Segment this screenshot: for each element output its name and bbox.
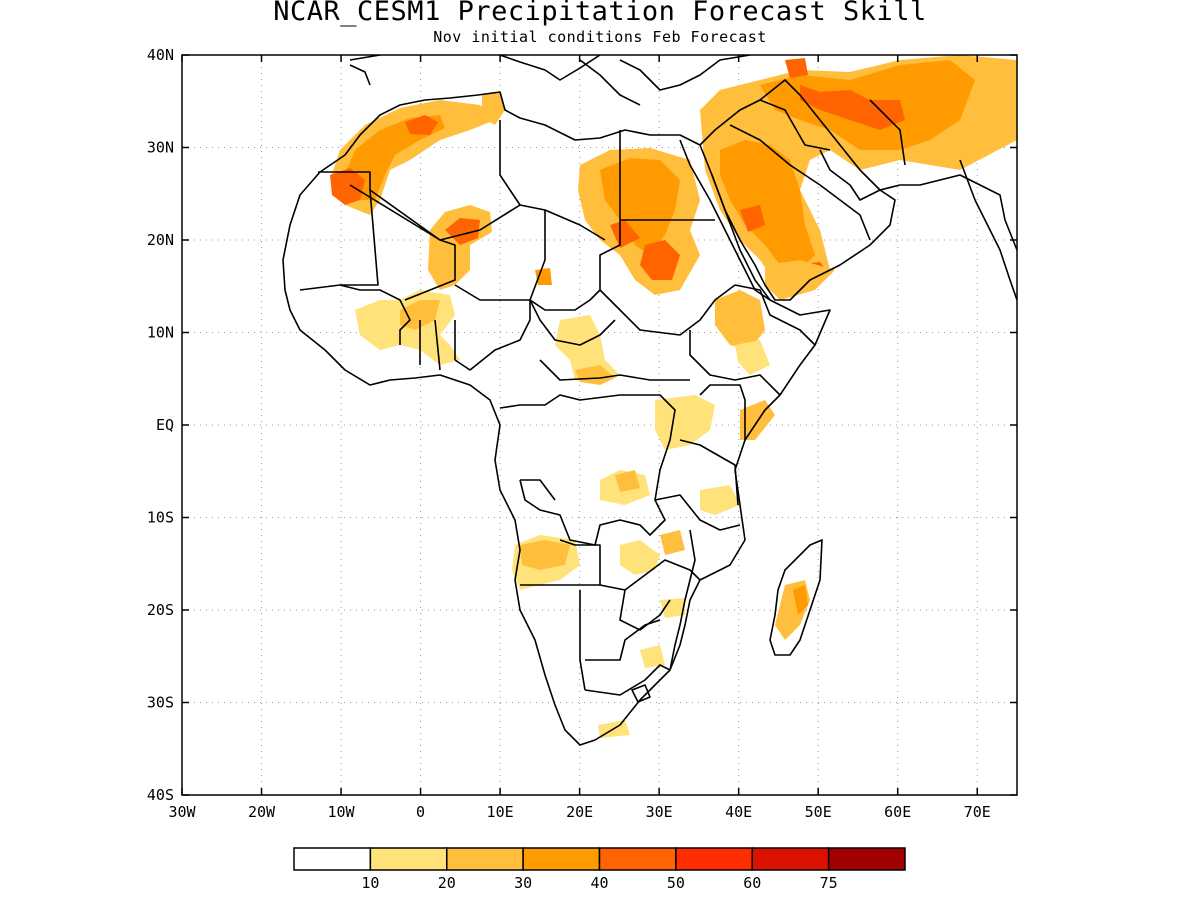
shade-ethiopia xyxy=(715,290,765,350)
iberia-italy-coasts xyxy=(349,59,641,106)
colorbar-swatch xyxy=(751,847,830,871)
westafrica-borders xyxy=(339,284,456,371)
lon-tick-label: 0 xyxy=(416,803,425,821)
lon-tick-label: 50E xyxy=(805,803,832,821)
gulf-coastline xyxy=(819,149,1017,251)
shade-sudan-red xyxy=(640,240,680,280)
lat-tick-label: 40N xyxy=(147,46,174,64)
lon-tick-label: 30E xyxy=(646,803,673,821)
lat-tick-label: 10S xyxy=(147,509,174,527)
drc-border xyxy=(499,394,676,546)
lon-tick-label: 60E xyxy=(884,803,911,821)
lon-tick-label: 70E xyxy=(964,803,991,821)
middle-east-borders xyxy=(729,99,906,241)
shade-southafrica xyxy=(640,645,665,668)
shade-saudi-red xyxy=(740,205,765,232)
lon-tick-label: 10W xyxy=(328,803,356,821)
lon-tick-label: 30W xyxy=(168,803,196,821)
colorbar-label: 30 xyxy=(514,874,532,892)
africa-coastline xyxy=(282,91,831,746)
tanzania-border xyxy=(654,439,741,531)
shade-morocco-red xyxy=(405,115,438,135)
somalia-kenya-border xyxy=(699,384,746,440)
botswana-border xyxy=(619,589,671,631)
shade-yemen-yellow xyxy=(765,260,835,300)
map-subtitle: Nov initial conditions Feb Forecast xyxy=(433,28,767,46)
ethiopia-border xyxy=(689,284,816,396)
longitude-axis: 30W 20W 10W 0 10E 20E 30E 40E 50E 60E 70E xyxy=(168,55,991,821)
angola-border xyxy=(520,479,601,586)
colorbar-swatch xyxy=(675,847,753,871)
lat-tick-label: EQ xyxy=(156,416,174,434)
namibia-border xyxy=(579,590,661,691)
shade-chad-red xyxy=(610,220,640,248)
shade-mali-yellow xyxy=(428,205,492,290)
lat-tick-label: 30S xyxy=(147,694,174,712)
lat-tick-label: 30N xyxy=(147,139,174,157)
madagascar-coastline xyxy=(769,539,823,656)
mozambique-border xyxy=(669,529,696,671)
colorbar-swatch xyxy=(369,847,448,871)
lesotho-outline xyxy=(631,684,651,703)
india-coastline xyxy=(959,159,1017,301)
colorbar-label: 60 xyxy=(743,874,761,892)
shade-malawi xyxy=(660,530,685,555)
skill-shading xyxy=(330,55,1017,738)
lat-tick-label: 20S xyxy=(147,601,174,619)
colorbar-swatch xyxy=(446,847,524,871)
lat-tick-label: 40S xyxy=(147,786,174,804)
lon-tick-label: 10E xyxy=(487,803,514,821)
colorbar-label: 20 xyxy=(438,874,456,892)
west-sahara-border xyxy=(318,171,456,301)
colorbar-swatch xyxy=(293,847,372,871)
lat-tick-label: 20N xyxy=(147,231,174,249)
colorbar-swatch xyxy=(598,847,677,871)
colorbar-label: 50 xyxy=(667,874,685,892)
shade-arabia-orange xyxy=(720,140,815,270)
shade-mali-red xyxy=(445,218,480,245)
shade-tunisia xyxy=(482,92,505,125)
mauritania-border xyxy=(299,189,379,291)
map-title: NCAR_CESM1 Precipitation Forecast Skill xyxy=(273,0,927,27)
shade-centralafrica xyxy=(555,315,620,385)
shade-mozambique xyxy=(660,598,685,618)
lon-tick-label: 20E xyxy=(566,803,593,821)
niger-nigeria-border xyxy=(454,284,531,371)
country-borders xyxy=(282,55,1017,746)
shade-drc-orange xyxy=(615,470,640,492)
chad-border xyxy=(529,210,616,346)
red-sea-coast xyxy=(679,139,771,301)
egypt-sudan-border xyxy=(529,220,621,311)
lon-tick-label: 20W xyxy=(248,803,276,821)
lon-tick-label: 40E xyxy=(725,803,752,821)
shade-iran-red xyxy=(800,85,905,130)
sudan-south-border xyxy=(599,284,736,336)
colorbar-label: 10 xyxy=(361,874,379,892)
shade-car-orange xyxy=(575,365,615,385)
colorbar-swatch xyxy=(827,847,906,871)
latitude-axis: 40N 30N 20N 10N EQ 10S 20S 30S 40S xyxy=(147,46,1017,804)
colorbar-label: 75 xyxy=(820,874,838,892)
car-congo-border xyxy=(539,359,690,381)
shade-madagascar-orange xyxy=(793,585,808,615)
mediterranean-north xyxy=(349,55,751,91)
shade-angola-orange xyxy=(520,540,570,570)
colorbar-label: 40 xyxy=(590,874,608,892)
arabia-coastline xyxy=(699,79,896,301)
shade-tanzania xyxy=(700,485,740,515)
shade-ethiopia-light xyxy=(735,340,770,375)
shade-caspian-red xyxy=(785,58,808,78)
southafrica-border xyxy=(584,664,671,696)
shade-cameroon xyxy=(535,268,552,285)
shade-zambia xyxy=(620,540,660,575)
algeria-libya-border xyxy=(499,120,521,206)
colorbar: 10 20 30 40 50 60 75 xyxy=(293,847,906,892)
libya-egypt-border xyxy=(619,130,715,221)
colorbar-swatch xyxy=(522,847,601,871)
shade-atlas-red xyxy=(330,168,365,205)
shade-westafrica-orange xyxy=(400,300,440,330)
lat-tick-label: 10N xyxy=(147,324,174,342)
